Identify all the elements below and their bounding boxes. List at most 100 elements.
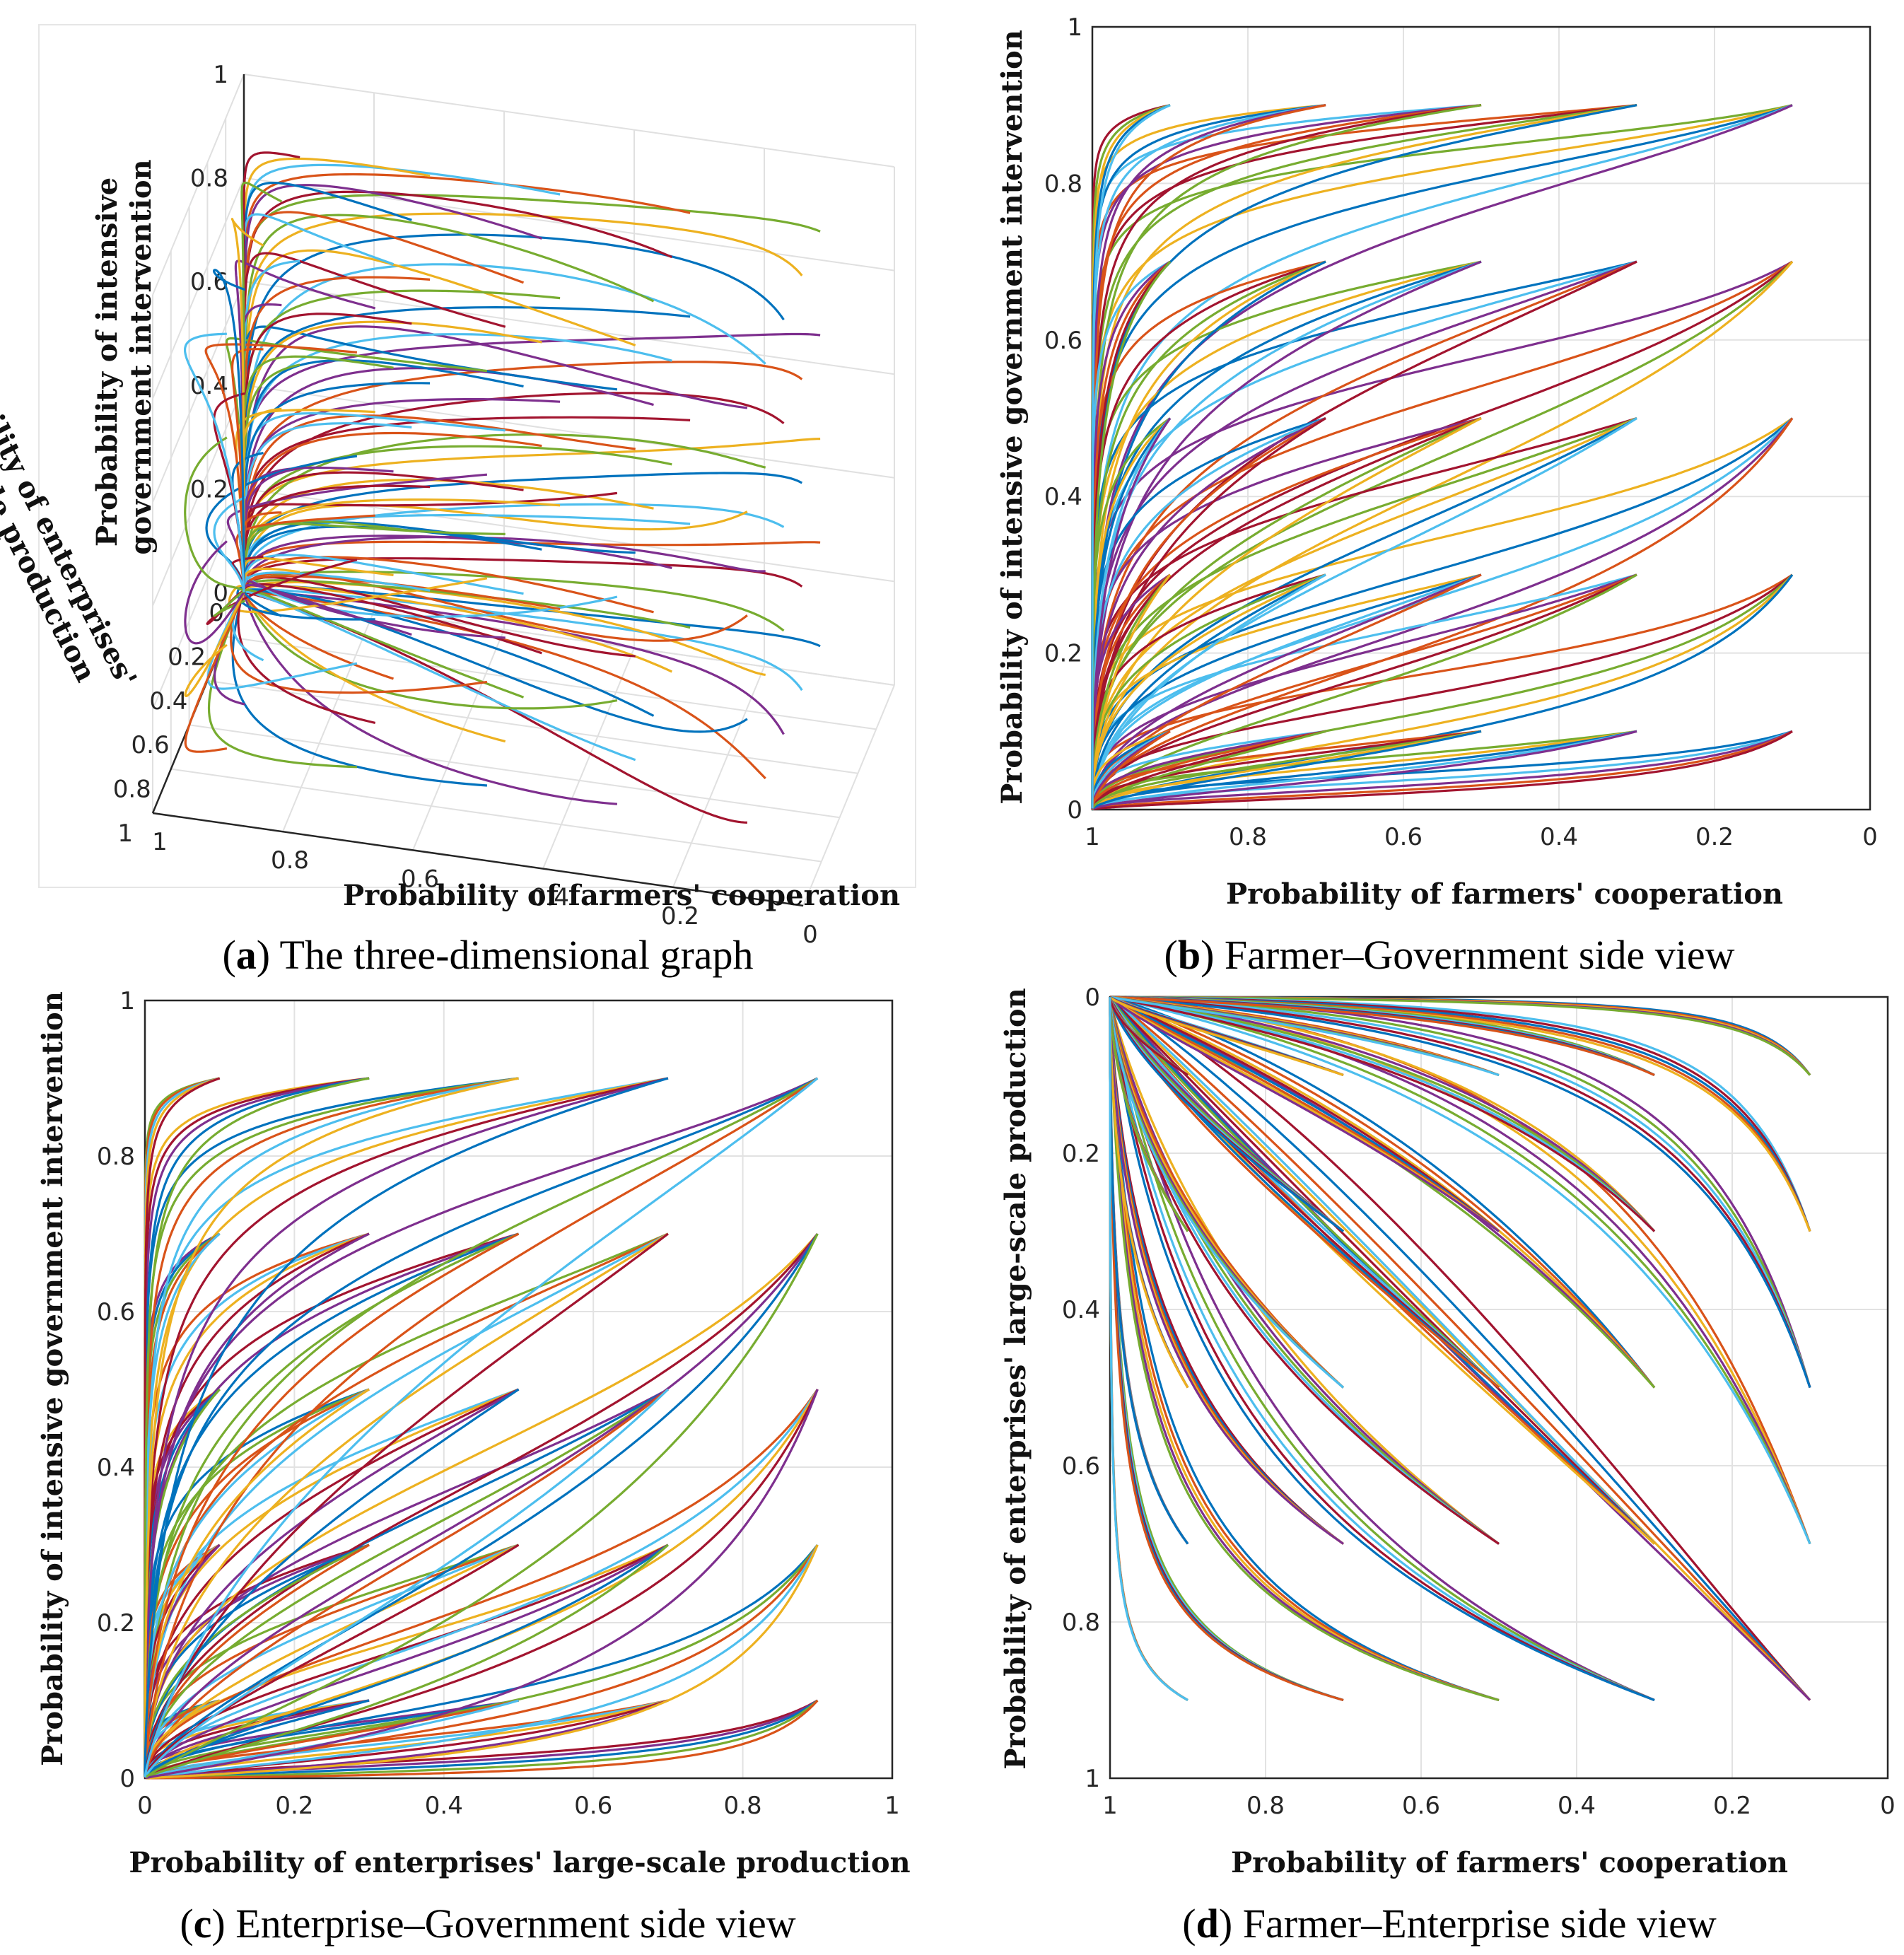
a-grid-xz-h-5 [243, 74, 895, 168]
b-ytick-2: 0.4 [1044, 483, 1082, 511]
d-xtick-5: 0 [1880, 1792, 1896, 1820]
a-ztick-3: 0.6 [190, 268, 228, 296]
panel-a-xlabel: Probability of farmers' cooperation [343, 879, 900, 912]
a-xtick-3: 0.4 [531, 884, 569, 912]
caption-b: (b) Farmer–Government side view [1164, 932, 1735, 978]
c-trajectory-123 [145, 1233, 819, 1778]
caption-d-letter: d [1196, 1901, 1219, 1947]
b-ytick-5: 1 [1067, 13, 1082, 42]
c-trajectory-88 [144, 1232, 520, 1778]
a-grid-xy-y-1 [226, 636, 877, 730]
d-ytick-2: 0.4 [1062, 1296, 1100, 1324]
d-ytick-4: 0.8 [1062, 1609, 1100, 1637]
a-grid-xz-h-2 [243, 384, 895, 479]
b-xtick-1: 0.8 [1229, 823, 1267, 851]
c-xtick-2: 0.4 [425, 1792, 463, 1820]
panel-a-zlabel: Probability of intensive government inte… [90, 159, 158, 554]
a-grid-yz-h-5 [152, 74, 245, 296]
c-trajectory-63 [144, 1232, 520, 1778]
a-grid-xy-x-3 [412, 629, 505, 851]
panel-d-grid [1109, 996, 1889, 1780]
b-xtick-0: 1 [1085, 823, 1100, 851]
b-trajectory-20 [1092, 730, 1793, 811]
panel-c-trajectories [144, 1077, 819, 1780]
panel-b-trajectories [1091, 104, 1794, 811]
panel-b-ylabel: Probability of intensive government inte… [995, 30, 1029, 805]
c-xtick-3: 0.6 [574, 1792, 612, 1820]
d-ytick-5: 1 [1085, 1765, 1100, 1793]
caption-a-letter: a [236, 932, 257, 978]
d-xtick-1: 0.8 [1246, 1792, 1285, 1820]
panel-b-chart: 1 0.8 0.6 0.4 0.2 0 0 0.2 0.4 0.6 0.8 1 Probability… [995, 13, 1878, 911]
c-trajectory-122 [145, 1389, 819, 1780]
b-trajectory-124 [1091, 104, 1171, 810]
panel-a-frame [38, 24, 916, 888]
a-axis-x [152, 812, 804, 907]
b-trajectory-51 [1091, 573, 1482, 810]
b-trajectory-66 [1091, 573, 1482, 810]
a-ytick-4: 0.8 [113, 776, 151, 804]
c-trajectory-113 [144, 1232, 520, 1778]
c-trajectory-38 [144, 1232, 520, 1778]
a-grid-xy-y-2 [207, 679, 858, 774]
panel-a-trajectories [184, 151, 821, 824]
caption-d-text: Farmer–Enterprise side view [1232, 1901, 1717, 1947]
a-trajectory-116 [213, 591, 246, 617]
a-trajectory-21 [243, 588, 748, 733]
a-grid-xz-h-3 [243, 281, 895, 375]
c-xtick-1: 0.2 [275, 1792, 313, 1820]
c-ytick-3: 0.6 [97, 1298, 135, 1326]
a-grid-xz-h-4 [243, 177, 895, 272]
a-grid-yz-h-3 [152, 281, 245, 503]
a-xtick-0: 1 [152, 828, 168, 856]
b-xtick-2: 0.6 [1384, 823, 1423, 851]
c-ytick-5: 1 [119, 987, 135, 1015]
d-xtick-2: 0.6 [1402, 1792, 1440, 1820]
caption-c: (c) Enterprise–Government side view [180, 1901, 795, 1947]
b-ytick-3: 0.6 [1044, 327, 1082, 355]
d-axes-box [1109, 996, 1889, 1780]
panel-d-ylabel: Probability of enterprises' large-scale … [999, 988, 1032, 1769]
a-grid-xy-x-1 [672, 666, 765, 888]
a-xtick-5: 0 [802, 921, 818, 949]
a-trajectory-122 [184, 540, 245, 645]
a-trajectory-4 [243, 194, 821, 593]
a-trajectory-40 [243, 590, 636, 761]
a-grid-xy-x-4 [282, 610, 375, 832]
b-xtick-3: 0.4 [1540, 823, 1578, 851]
b-xtick-4: 0.2 [1695, 823, 1734, 851]
c-xtick-0: 0 [137, 1792, 153, 1820]
panel-d-trajectories [1109, 996, 1811, 1702]
c-ytick-1: 0.2 [97, 1609, 135, 1638]
panel-a-zlabel-line1: Probability of intensive [90, 177, 124, 547]
caption-d: (d) Farmer–Enterprise side view [1182, 1901, 1717, 1947]
b-xtick-5: 0 [1862, 823, 1878, 851]
caption-c-letter: c [194, 1901, 212, 1947]
panel-a-zlabel-line2: government intervention [124, 159, 158, 554]
panel-c-ylabel: Probability of intensive government inte… [36, 991, 69, 1766]
panel-d-ticks: 1 0.8 0.6 0.4 0.2 0 0 0.2 0.4 0.6 0.8 1 [1062, 984, 1896, 1820]
panel-c-ticks: 0 0.2 0.4 0.6 0.8 1 0 0.2 0.4 0.6 0.8 1 [97, 987, 900, 1820]
a-trajectory-3 [243, 332, 821, 593]
caption-b-text: Farmer–Government side view [1214, 932, 1734, 978]
d-xtick-4: 0.2 [1713, 1792, 1751, 1820]
a-ztick-4: 0.8 [190, 165, 228, 193]
c-xtick-5: 1 [884, 1792, 900, 1820]
d-xtick-0: 1 [1102, 1792, 1118, 1820]
d-xtick-3: 0.4 [1558, 1792, 1596, 1820]
a-grid-yz-h-4 [152, 177, 245, 399]
a-ytick-5: 1 [117, 819, 133, 848]
panel-c-grid [144, 999, 894, 1780]
b-ytick-1: 0.2 [1044, 640, 1082, 668]
a-xtick-4: 0.2 [661, 902, 699, 930]
panel-c-xlabel: Probability of enterprises' large-scale … [129, 1846, 910, 1879]
a-trajectory-124 [184, 332, 245, 593]
a-xtick-1: 0.8 [271, 846, 309, 875]
d-ytick-1: 0.2 [1062, 1140, 1100, 1168]
c-xtick-4: 0.8 [724, 1792, 762, 1820]
b-ytick-0: 0 [1067, 796, 1082, 824]
b-trajectory-56 [1091, 573, 1482, 810]
a-grid-xy-x-0 [802, 684, 895, 906]
